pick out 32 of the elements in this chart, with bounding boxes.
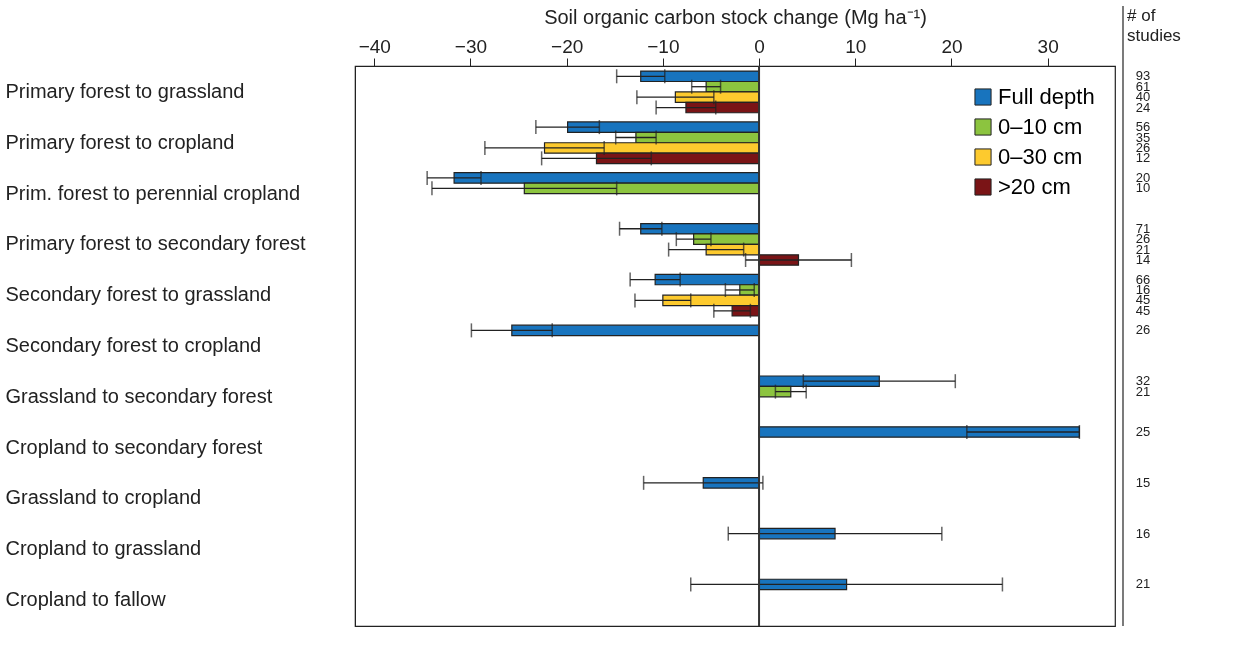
y-tick-label: Cropland to grassland — [5, 537, 202, 560]
text: 16 — [1135, 525, 1151, 541]
y-tick-label: Primary forest to cropland — [5, 130, 235, 153]
legend-label: 0–10 cm — [998, 114, 1083, 139]
text: 20 — [1135, 169, 1151, 185]
y-tick-label: Grassland to secondary forest — [5, 384, 273, 407]
legend-label: >20 cm — [998, 174, 1071, 199]
y-tick-label: Primary forest to grassland — [5, 79, 245, 102]
text: 25 — [1135, 424, 1151, 440]
y-tick-label: Prim. forest to perennial cropland — [5, 181, 301, 204]
x-tick-label: −30 — [454, 35, 488, 57]
text: 21 — [1135, 576, 1151, 592]
y-tick-label: Cropland to secondary forest — [5, 435, 263, 458]
text: 26 — [1135, 322, 1151, 338]
x-tick-label: 30 — [1037, 35, 1059, 57]
y-tick-label: Secondary forest to grassland — [5, 283, 272, 306]
text: # of studies — [1127, 6, 1181, 45]
bar — [758, 426, 1081, 438]
x-tick-label: −20 — [551, 35, 584, 57]
y-tick-label: Cropland to fallow — [5, 588, 167, 611]
y-tick-label: Primary forest to secondary forest — [5, 232, 307, 255]
legend-label: 0–30 cm — [998, 144, 1083, 169]
y-tick-label: Secondary forest to cropland — [5, 334, 262, 356]
legend-label: Full depth — [998, 84, 1095, 109]
text: 15 — [1135, 474, 1151, 490]
x-tick-label: −10 — [647, 35, 680, 57]
x-tick-label: −40 — [358, 35, 391, 57]
x-axis-title: Soil organic carbon stock change (Mg ha⁻¹) — [544, 5, 927, 28]
x-tick-label: 10 — [845, 35, 867, 57]
y-tick-label: Grassland to cropland — [5, 486, 202, 509]
x-tick-label: 20 — [941, 35, 963, 57]
x-tick-label: 0 — [754, 35, 765, 57]
